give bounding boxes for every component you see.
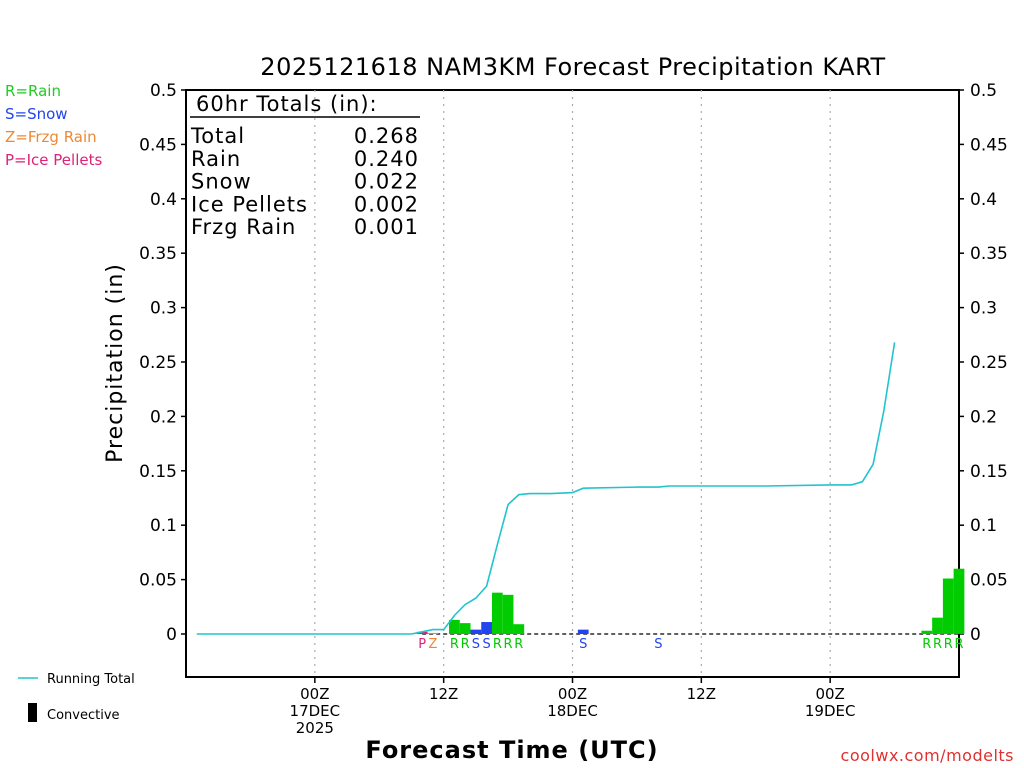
precip-type-label: R (514, 637, 523, 652)
precip-type-label: S (579, 637, 587, 652)
totals-row-label: Rain (191, 147, 241, 171)
y-tick-label: 0.05 (139, 571, 177, 591)
precip-type-label: R (922, 637, 931, 652)
y-tick-label: 0.45 (970, 135, 1008, 155)
y-tick-label: 0.4 (970, 190, 997, 210)
precip-type-label: S (472, 637, 480, 652)
totals-row-label: Ice Pellets (191, 192, 308, 216)
legend-entry: R=Rain (5, 82, 61, 100)
precip-bar (953, 568, 965, 634)
x-tick-label: 19DEC (805, 702, 856, 720)
y-tick-label: 0.45 (139, 135, 177, 155)
totals-row-value: 0.268 (354, 124, 419, 148)
y-tick-label: 0.5 (150, 81, 177, 101)
totals-row-value: 0.240 (354, 147, 419, 171)
precip-type-label: R (933, 637, 942, 652)
precip-bar (416, 631, 428, 634)
precip-type-label: R (461, 637, 470, 652)
precip-type-label: R (504, 637, 513, 652)
totals-row-label: Frzg Rain (191, 215, 296, 239)
precip-bar (502, 594, 514, 634)
precip-bar (481, 622, 492, 634)
y-tick-label: 0.5 (970, 81, 997, 101)
x-tick-label: 12Z (429, 685, 458, 703)
totals-row-value: 0.002 (354, 192, 419, 216)
precip-type-label: R (944, 637, 953, 652)
running-total-line (196, 342, 896, 635)
y-tick-label: 0.1 (150, 516, 177, 536)
credit-link[interactable]: coolwx.com/modelts (841, 746, 1014, 765)
precip-type-label: S (654, 637, 662, 652)
y-tick-label: 0.25 (139, 353, 177, 373)
precip-type-label: P (418, 637, 426, 652)
chart-title: 2025121618 NAM3KM Forecast Precipitation… (260, 53, 885, 81)
precip-bar (470, 629, 482, 634)
legend-entry: Z=Frzg Rain (5, 128, 97, 146)
totals-row-value: 0.022 (354, 170, 419, 194)
y-tick-label: 0.35 (970, 244, 1008, 264)
y-tick-label: 0.35 (139, 244, 177, 264)
y-tick-label: 0.3 (150, 299, 177, 319)
y-tick-label: 0 (166, 625, 177, 645)
y-axis-right: 0 0.05 0.1 0.15 0.2 0.25 0.3 0.35 0.4 0.45 0.5 (959, 81, 1008, 645)
x-axis-label: Forecast Time (UTC) (365, 736, 658, 764)
precip-type-label: R (493, 637, 502, 652)
y-tick-label: 0.3 (970, 299, 997, 319)
x-tick-label: 17DEC (290, 702, 341, 720)
y-tick-label: 0.4 (150, 190, 177, 210)
legend-entry: P=Ice Pellets (5, 151, 102, 169)
y-tick-label: 0.05 (970, 571, 1008, 591)
series-legend-label: Convective (47, 708, 120, 723)
precip-bar (942, 578, 954, 634)
precip-type-label: R (450, 637, 459, 652)
y-tick-label: 0.25 (970, 353, 1008, 373)
running-total-polyline (196, 342, 896, 635)
series-legend-label: Running Total (47, 672, 135, 687)
x-tick-label: 00Z (558, 685, 587, 703)
y-tick-label: 0.2 (970, 407, 997, 427)
y-tick-label: 0 (970, 625, 981, 645)
series-legend: Running Total Convective (18, 672, 135, 723)
x-tick-label: 12Z (687, 685, 716, 703)
totals-row-value: 0.001 (354, 215, 419, 239)
precip-type-legend: R=Rain S=Snow Z=Frzg Rain P=Ice Pellets (5, 82, 102, 169)
precip-type-label: S (482, 637, 490, 652)
y-tick-label: 0.15 (139, 462, 177, 482)
x-tick-label: 2025 (296, 719, 334, 737)
legend-entry: S=Snow (5, 105, 68, 123)
precip-bar (459, 623, 471, 634)
precip-bar (932, 617, 943, 634)
precip-bar (577, 629, 589, 634)
y-axis-label: Precipitation (in) (103, 263, 128, 463)
precip-type-label: R (954, 637, 963, 652)
x-tick-label: 00Z (300, 685, 329, 703)
precip-bar (449, 619, 460, 634)
precip-bar (491, 592, 503, 634)
x-tick-label: 18DEC (547, 702, 598, 720)
totals-row-label: Snow (191, 170, 252, 194)
y-axis-left: 0 0.05 0.1 0.15 0.2 0.25 0.3 0.35 0.4 0.45 0.5 (139, 81, 186, 645)
precip-bar (513, 624, 525, 634)
y-tick-label: 0.2 (150, 407, 177, 427)
totals-header: 60hr Totals (in): (196, 92, 378, 116)
totals-row-label: Total (190, 124, 245, 148)
y-tick-label: 0.1 (970, 516, 997, 536)
y-tick-label: 0.15 (970, 462, 1008, 482)
convective-swatch (28, 703, 37, 722)
precip-type-label: Z (428, 637, 437, 652)
precip-bar (427, 632, 439, 634)
x-tick-label: 00Z (815, 685, 844, 703)
totals-box: 60hr Totals (in): Total 0.268 Rain 0.240 Snow… (190, 92, 420, 239)
precip-bar (921, 630, 933, 634)
